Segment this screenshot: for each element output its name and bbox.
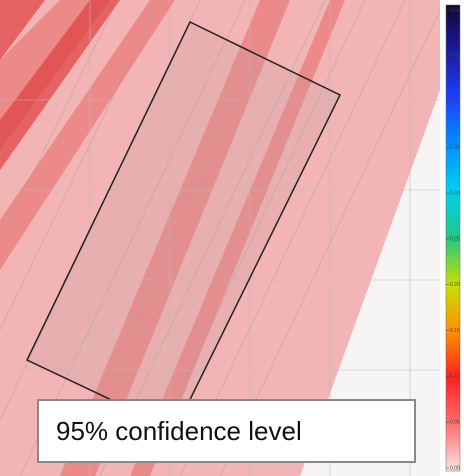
colorbar-tick-label: 0.30 <box>450 191 460 197</box>
colorbar-tick-label: 0.20 <box>450 282 460 288</box>
caption: 95% confidence level <box>56 416 302 446</box>
colorbar-tick-label: 0.10 <box>450 374 460 380</box>
colorbar-tick-label: 0.40 <box>450 99 460 105</box>
colorbar-tick-label: 0.25 <box>450 236 460 242</box>
map-view: 0.50 0.45 0.40 0.35 0.30 0.25 0.20 0.15 0.10 0.05… <box>0 0 464 476</box>
colorbar-tick-label: 0.15 <box>450 328 460 334</box>
colorbar-tick-label: 0.00 <box>450 465 460 471</box>
colorbar-tick-label: 0.50 <box>450 7 460 13</box>
colorbar-tick-label: 0.35 <box>450 145 460 151</box>
colorbar-tick-label: 0.05 <box>450 420 460 426</box>
colorbar-tick-label: 0.45 <box>450 53 460 59</box>
